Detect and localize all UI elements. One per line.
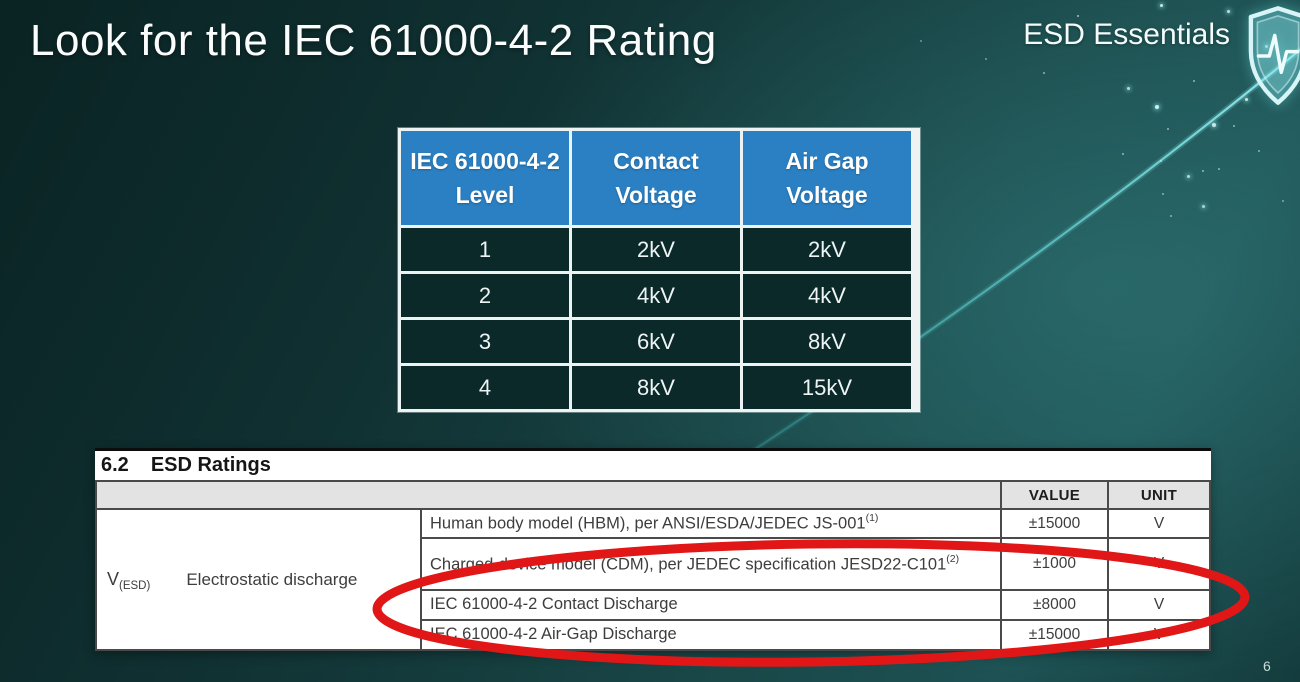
star-dot [1193,80,1195,82]
ds-row-value: ±15000 [1002,621,1107,649]
star-dot [1282,200,1284,202]
ds-symbol: V(ESD) [107,569,151,592]
ds-row-description: IEC 61000-4-2 Contact Discharge [422,591,1000,619]
rating-table-header-cell: Contact Voltage [572,131,740,225]
star-dot [1245,98,1248,101]
star-dot [1202,205,1205,208]
ds-row-unit: V [1109,539,1209,589]
symbol-subscript: (ESD) [119,580,151,592]
ds-row-unit: V [1109,510,1209,537]
star-dot [1122,153,1124,155]
iec-rating-table: IEC 61000-4-2 Level Contact Voltage Air Gap V… [398,128,920,412]
ds-row-unit: V [1109,621,1209,649]
star-dot [1162,193,1164,195]
star-dot [1160,4,1163,7]
rating-table-cell: 3 [401,320,569,363]
star-dot [1155,105,1159,109]
star-dot [985,58,987,60]
footnote-superscript: (1) [865,512,879,525]
star-dot [1212,123,1216,127]
star-dot [1160,160,1162,162]
star-dot [1258,150,1260,152]
star-dot [1187,175,1190,178]
star-dot [1077,15,1079,17]
rating-table-cell: 8kV [572,366,740,409]
esd-shield-icon [1248,6,1300,105]
page-number: 6 [1263,658,1271,674]
ds-row-unit: V [1109,591,1209,619]
brand-title: ESD Essentials [1023,18,1230,51]
ds-header-empty [97,482,1000,508]
ds-header-unit: UNIT [1109,482,1209,508]
ds-row-description: IEC 61000-4-2 Air-Gap Discharge [422,621,1000,649]
ds-row-description: Human body model (HBM), per ANSI/ESDA/JE… [422,510,1000,537]
footnote-superscript: (2) [946,552,960,565]
star-dot [1127,87,1130,90]
rating-table-cell: 2kV [572,228,740,271]
datasheet-excerpt: 6.2 ESD Ratings VALUE UNIT V(ESD) Electr… [95,448,1211,651]
symbol-letter: V [107,569,120,589]
datasheet-table: VALUE UNIT V(ESD) Electrostatic discharg… [95,480,1211,651]
rating-table-header-cell: Air Gap Voltage [743,131,911,225]
rating-table-cell: 8kV [743,320,911,363]
section-number: 6.2 [101,454,129,476]
star-dot [1170,215,1172,217]
datasheet-section-title: 6.2 ESD Ratings [95,451,1211,480]
ds-parameter-cell: V(ESD) Electrostatic discharge [97,510,420,649]
rating-table-cell: 2kV [743,228,911,271]
rating-table-cell: 1 [401,228,569,271]
rating-table-cell: 2 [401,274,569,317]
star-dot [1218,168,1220,170]
ds-row-description: Charged-device model (CDM), per JEDEC sp… [422,539,1000,589]
ds-row-value: ±1000 [1002,539,1107,589]
star-dot [1202,170,1204,172]
rating-table-cell: 4kV [572,274,740,317]
ds-header-value: VALUE [1002,482,1107,508]
page-title: Look for the IEC 61000-4-2 Rating [30,16,717,65]
rating-table-cell: 15kV [743,366,911,409]
rating-table-cell: 6kV [572,320,740,363]
ds-parameter-name: Electrostatic discharge [186,569,358,589]
rating-table-header-cell: IEC 61000-4-2 Level [401,131,569,225]
star-dot [1167,128,1169,130]
rating-table-cell: 4 [401,366,569,409]
star-dot [920,40,922,42]
star-dot [1233,125,1235,127]
star-dot [1227,10,1230,13]
star-dot [1043,72,1045,74]
section-name: ESD Ratings [150,454,271,476]
ds-row-value: ±15000 [1002,510,1107,537]
rating-table-cell: 4kV [743,274,911,317]
ds-row-value: ±8000 [1002,591,1107,619]
star-dot [1265,45,1268,48]
